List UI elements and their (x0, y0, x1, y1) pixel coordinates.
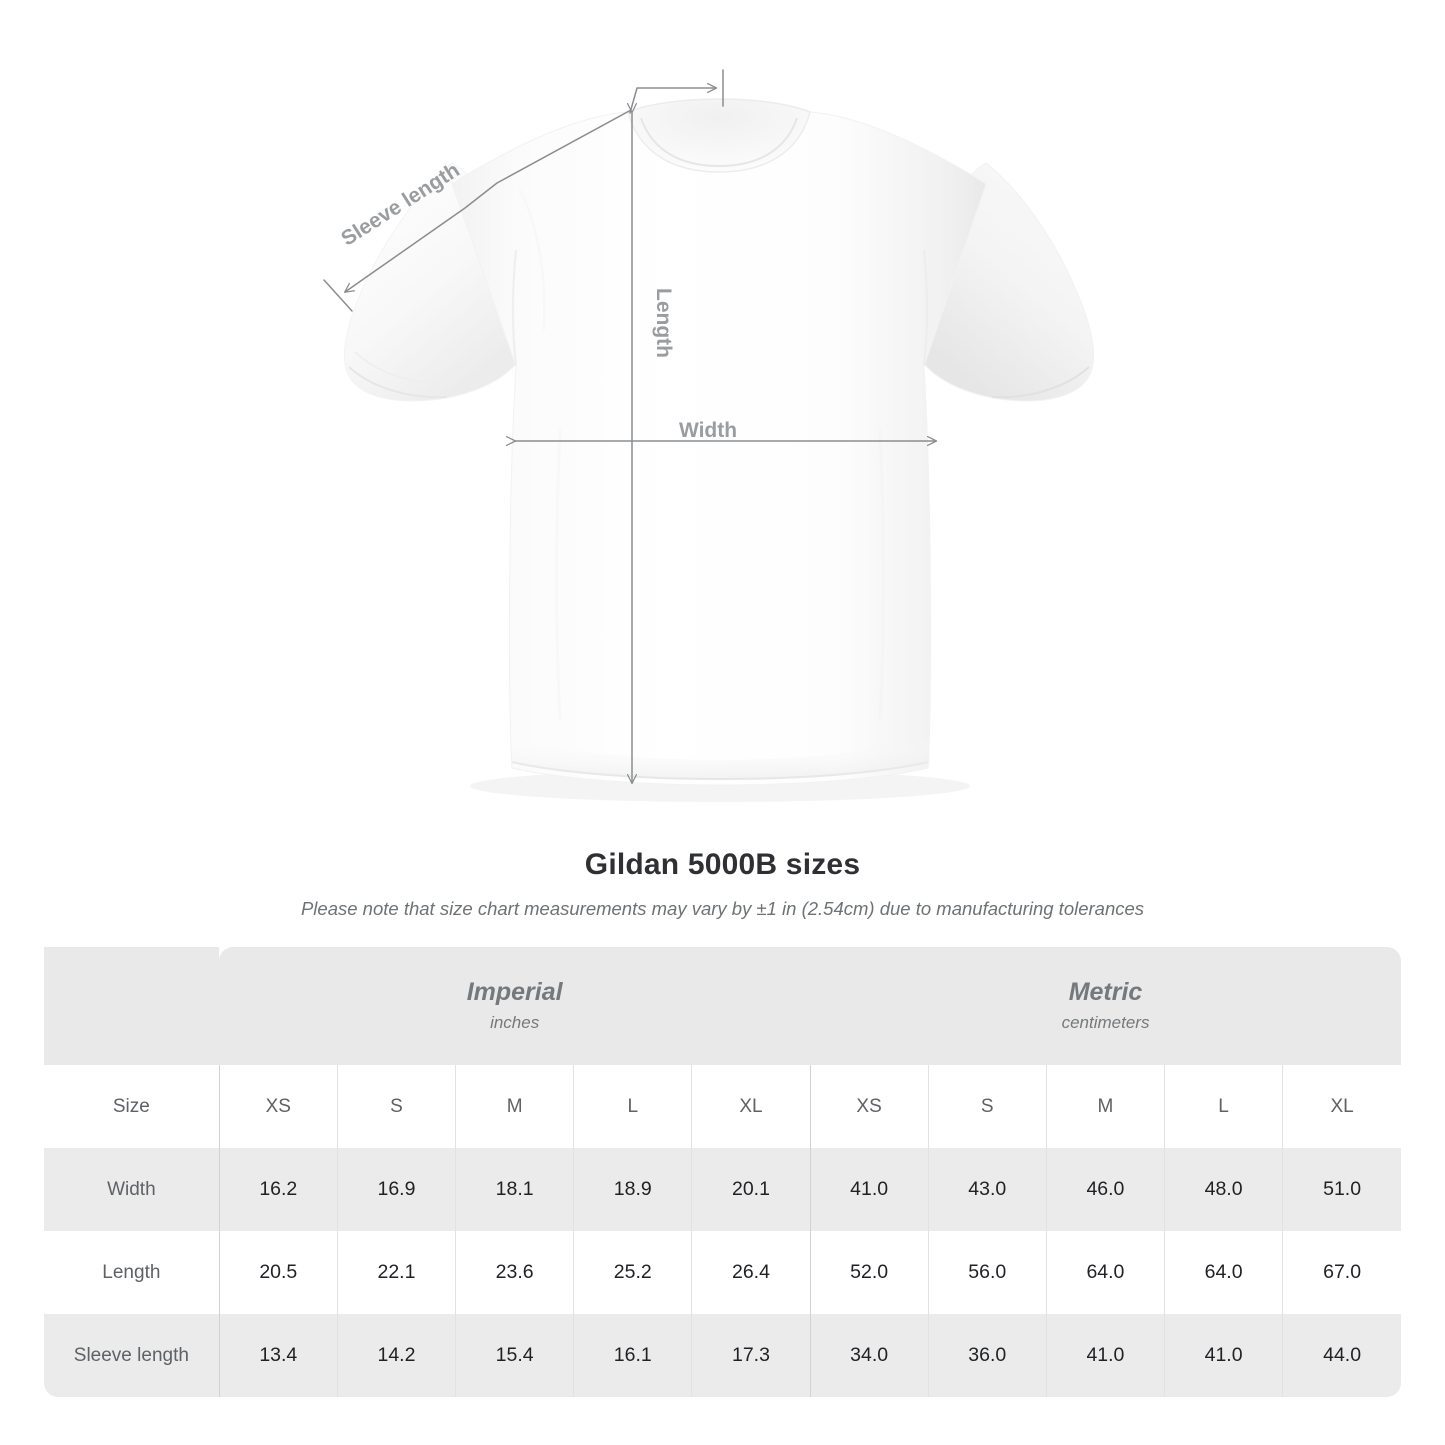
tshirt-bottom-hem-shade (510, 735, 930, 780)
size-header-imperial-xl: XL (691, 1065, 811, 1148)
length-label: Length (652, 288, 675, 358)
size-header-row: Size XS S M L XL XS S M L XL (44, 1065, 1401, 1148)
tshirt-collar-inner-edge (640, 117, 798, 168)
size-header-imperial-m: M (455, 1065, 574, 1148)
cell-sleeve-imperial-s: 14.2 (336, 1314, 456, 1397)
unit-group-metric-sub: centimeters (1061, 1013, 1150, 1032)
cell-width-imperial-s: 16.9 (336, 1148, 456, 1231)
cell-width-metric-l: 48.0 (1163, 1148, 1283, 1231)
table-row: Width 16.2 16.9 18.1 18.9 20.1 41.0 43.0… (44, 1148, 1401, 1231)
size-header-label: Size (112, 1095, 150, 1117)
unit-group-row: Imperial inches Metric centimeters (44, 947, 1401, 1065)
tshirt-collar (627, 98, 811, 173)
tolerance-note: Please note that size chart measurements… (300, 898, 1145, 919)
size-header-metric-s: S (927, 1065, 1047, 1148)
cell-length-imperial-s: 22.1 (336, 1231, 456, 1314)
size-header-imperial-xs: XS (218, 1065, 338, 1148)
cell-sleeve-metric-xl: 44.0 (1282, 1314, 1401, 1397)
sleeve-length-arrow (345, 109, 632, 292)
unit-group-metric: Metric centimeters (810, 947, 1401, 1065)
cell-sleeve-metric-l: 41.0 (1163, 1314, 1283, 1397)
unit-group-imperial-sub: inches (490, 1013, 540, 1032)
tshirt-left-sleeve-hem-inner (354, 351, 451, 385)
cell-length-imperial-m: 23.6 (455, 1231, 574, 1314)
cell-width-imperial-l: 18.9 (573, 1148, 692, 1231)
cell-sleeve-imperial-l: 16.1 (573, 1314, 692, 1397)
chart-heading: Gildan 5000B sizes Please note that size… (0, 845, 1445, 923)
unit-group-imperial-name: Imperial (466, 978, 563, 1006)
cell-length-metric-xs: 52.0 (809, 1231, 929, 1314)
size-header-metric-l: L (1163, 1065, 1283, 1148)
unit-group-spacer (44, 947, 220, 1065)
size-header-metric-m: M (1045, 1065, 1165, 1148)
cell-sleeve-imperial-m: 15.4 (455, 1314, 574, 1397)
row-label-length: Length (102, 1261, 161, 1283)
cell-width-imperial-xs: 16.2 (218, 1148, 338, 1231)
tshirt-illustration (344, 98, 1094, 786)
cell-length-metric-xl: 67.0 (1282, 1231, 1401, 1314)
cell-sleeve-imperial-xs: 13.4 (218, 1314, 338, 1397)
cell-width-imperial-m: 18.1 (455, 1148, 574, 1231)
cell-sleeve-metric-xs: 34.0 (809, 1314, 929, 1397)
sleeve-length-end-tick (323, 279, 353, 312)
tshirt-body (451, 111, 987, 786)
tshirt-fold-right (878, 429, 885, 721)
tshirt-right-sleeve-hem (991, 366, 1090, 399)
tshirt-shoulder-fold-left (518, 189, 546, 331)
cell-width-imperial-xl: 20.1 (691, 1148, 811, 1231)
table-row: Length 20.5 22.1 23.6 25.2 26.4 52.0 56.… (44, 1231, 1401, 1314)
tshirt-right-sleeve-seam (922, 249, 929, 367)
size-header-metric-xs: XS (809, 1065, 929, 1148)
cell-length-metric-s: 56.0 (927, 1231, 1047, 1314)
cell-width-metric-xl: 51.0 (1282, 1148, 1401, 1231)
cell-sleeve-imperial-xl: 17.3 (691, 1314, 811, 1397)
tshirt-left-sleeve-hem (348, 366, 448, 399)
cell-length-imperial-xl: 26.4 (691, 1231, 811, 1314)
cell-length-metric-m: 64.0 (1045, 1231, 1165, 1314)
size-chart-table: Imperial inches Metric centimeters Size … (44, 947, 1401, 1397)
cell-length-metric-l: 64.0 (1163, 1231, 1283, 1314)
size-header-metric-xl: XL (1282, 1065, 1401, 1148)
cell-sleeve-metric-m: 41.0 (1045, 1314, 1165, 1397)
cell-width-metric-xs: 41.0 (809, 1148, 929, 1231)
page-title: Gildan 5000B sizes (584, 848, 861, 881)
table-row: Sleeve length 13.4 14.2 15.4 16.1 17.3 3… (44, 1314, 1401, 1397)
tshirt-fold-left (555, 429, 562, 721)
width-label: Width (679, 419, 737, 442)
cell-sleeve-metric-s: 36.0 (927, 1314, 1047, 1397)
cell-length-imperial-xs: 20.5 (218, 1231, 338, 1314)
row-label-sleeve-length: Sleeve length (73, 1344, 189, 1366)
cell-width-metric-m: 46.0 (1045, 1148, 1165, 1231)
unit-group-metric-name: Metric (1068, 978, 1143, 1006)
size-header-imperial-s: S (336, 1065, 456, 1148)
tshirt-left-sleeve-seam (511, 249, 518, 367)
cell-width-metric-s: 43.0 (927, 1148, 1047, 1231)
tshirt-measurement-diagram: Sleeve length Length Width (323, 69, 1094, 802)
unit-group-imperial: Imperial inches (219, 947, 811, 1065)
cell-length-imperial-l: 25.2 (573, 1231, 692, 1314)
size-header-imperial-l: L (573, 1065, 692, 1148)
row-label-width: Width (107, 1178, 156, 1200)
